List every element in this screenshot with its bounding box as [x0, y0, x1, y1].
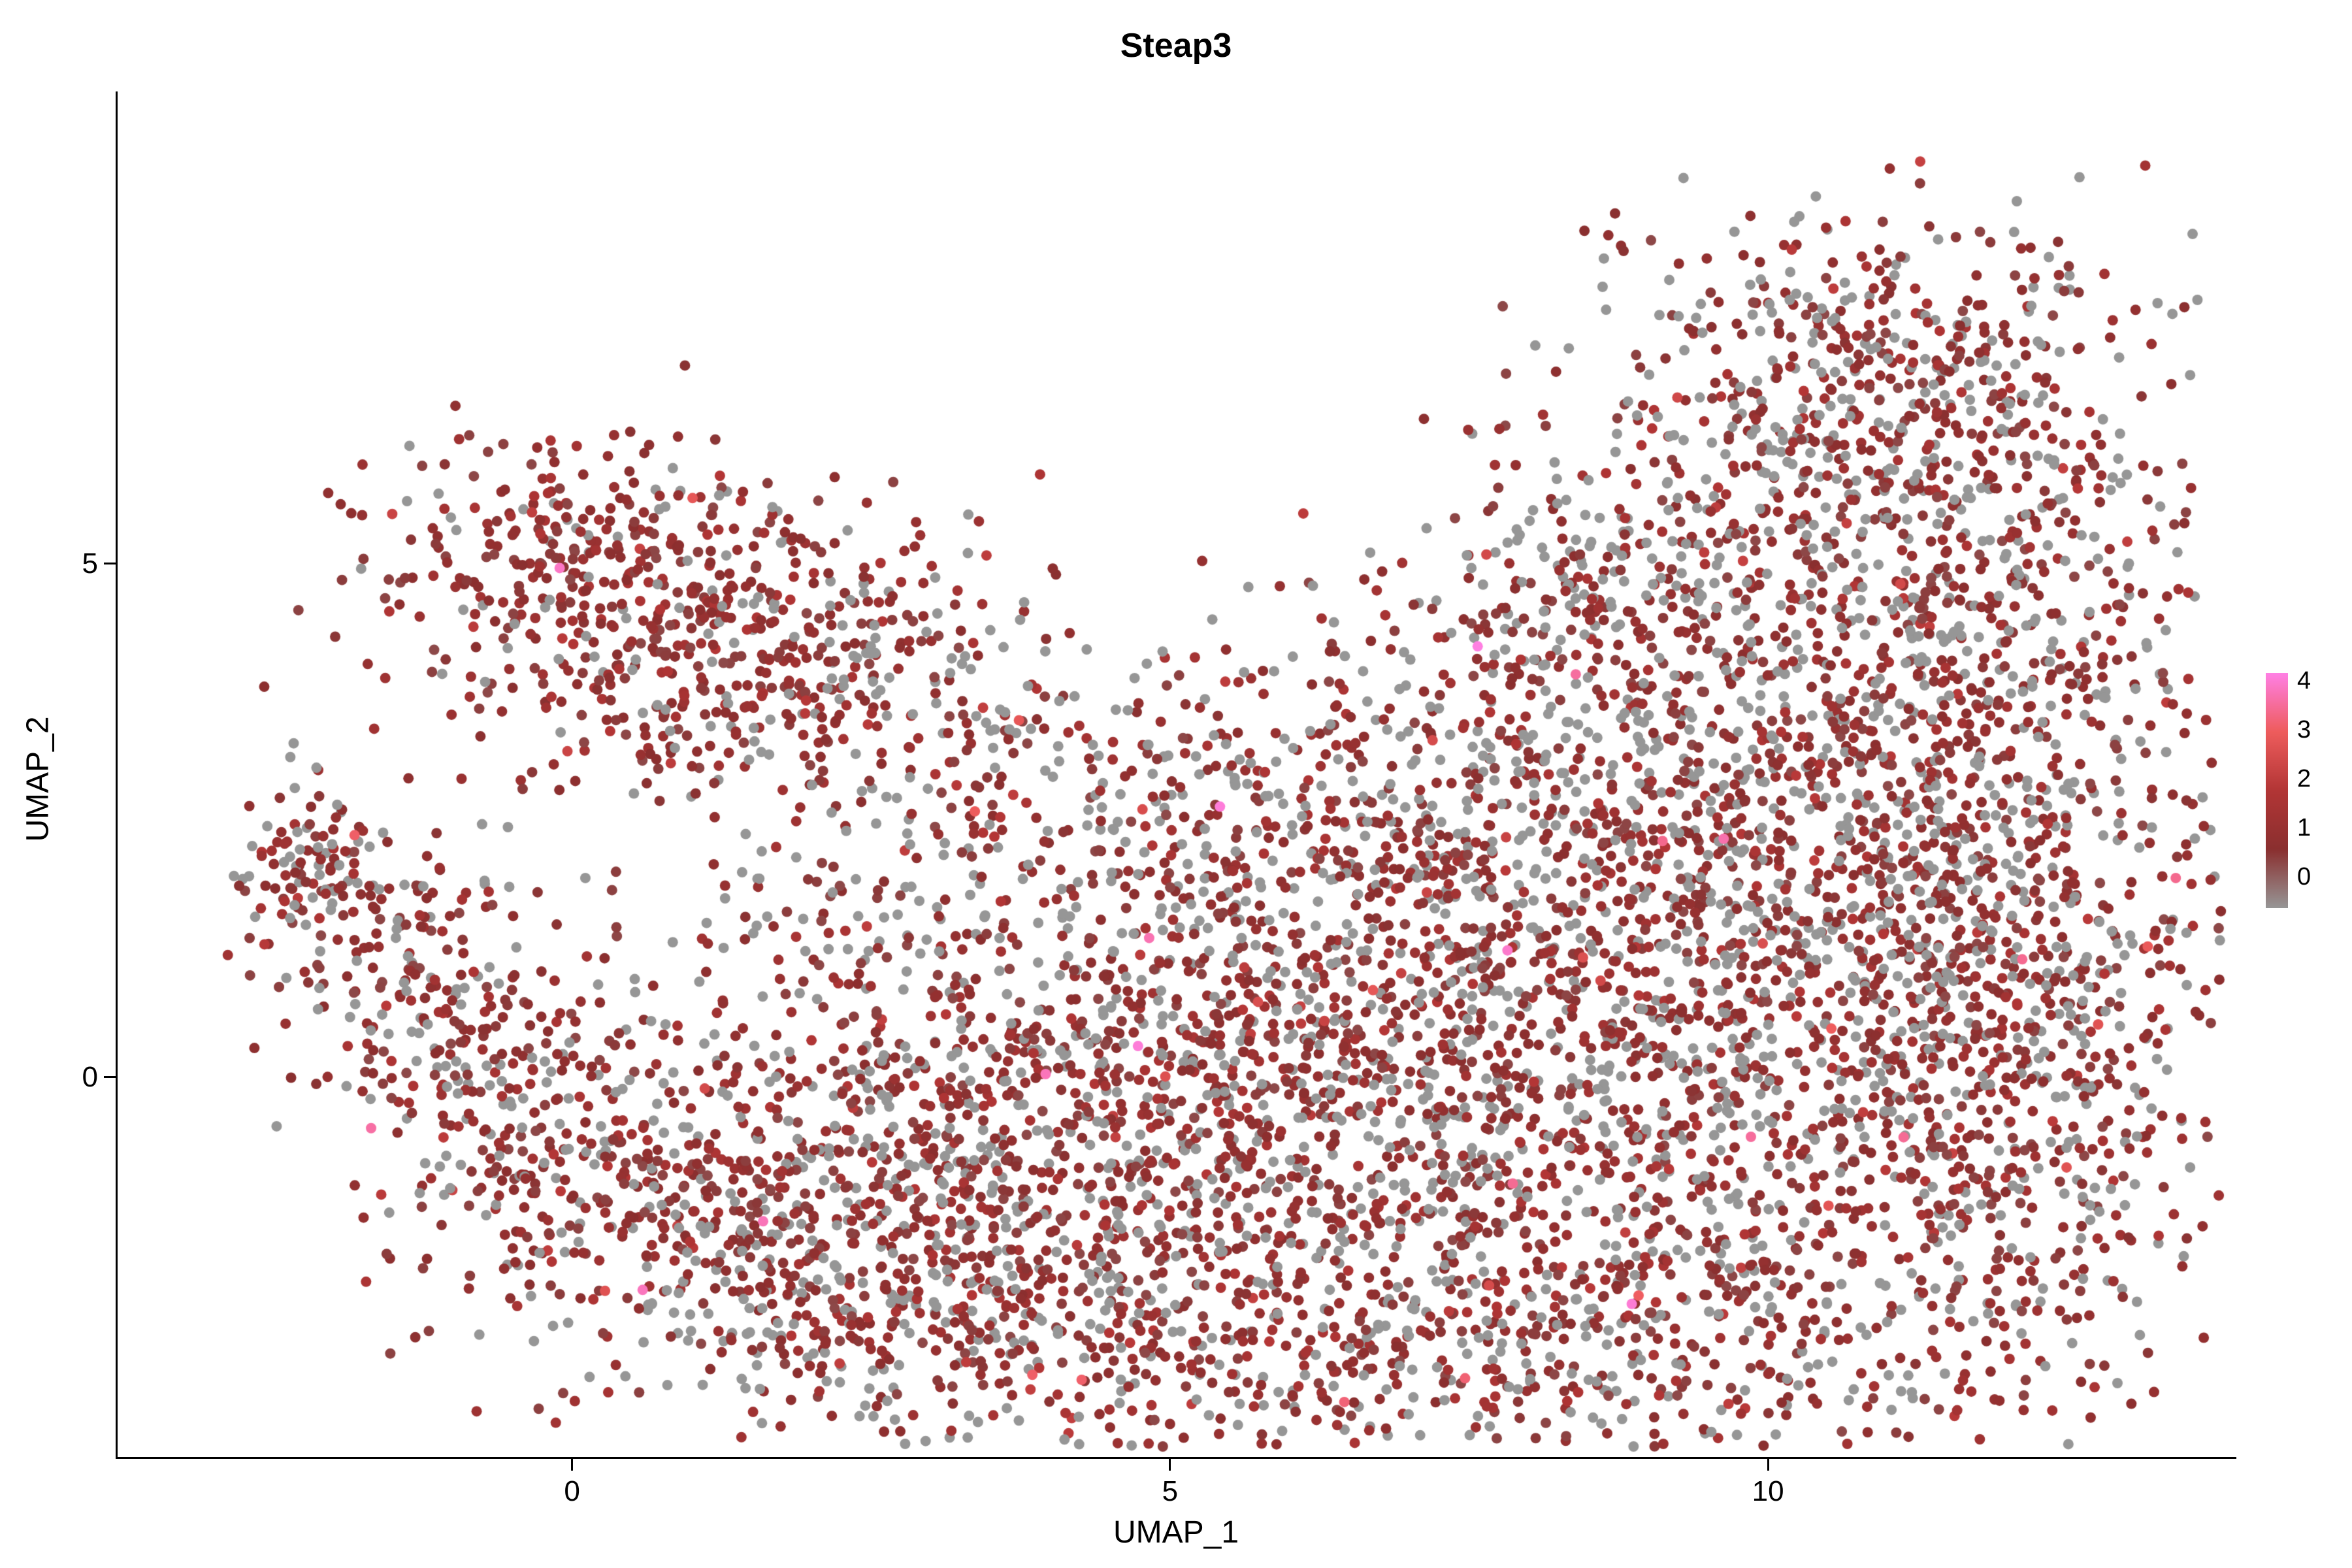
- y-axis-line: [116, 91, 118, 1459]
- x-tick-mark: [1767, 1459, 1769, 1471]
- colorbar-tick-label: 4: [2297, 667, 2311, 694]
- y-axis-label: UMAP_2: [20, 716, 56, 842]
- y-tick-label: 5: [82, 547, 98, 580]
- plot-title: Steap3: [1120, 27, 1232, 65]
- y-tick-mark: [104, 1076, 116, 1079]
- x-tick-label: 10: [1752, 1475, 1784, 1507]
- y-tick-mark: [104, 563, 116, 565]
- x-tick-mark: [571, 1459, 574, 1471]
- x-axis-line: [116, 1457, 2236, 1459]
- x-tick-mark: [1169, 1459, 1171, 1471]
- colorbar-tick-label: 0: [2297, 863, 2311, 890]
- scatter-canvas: [118, 91, 2234, 1457]
- y-tick-label: 0: [82, 1060, 98, 1093]
- x-axis-label: UMAP_1: [1113, 1515, 1239, 1550]
- x-tick-label: 0: [564, 1475, 580, 1507]
- x-tick-label: 5: [1162, 1475, 1179, 1507]
- colorbar-tick-label: 2: [2297, 765, 2311, 792]
- colorbar-tick-label: 3: [2297, 716, 2311, 743]
- colorbar-gradient: [2266, 673, 2288, 908]
- colorbar-tick-label: 1: [2297, 814, 2311, 841]
